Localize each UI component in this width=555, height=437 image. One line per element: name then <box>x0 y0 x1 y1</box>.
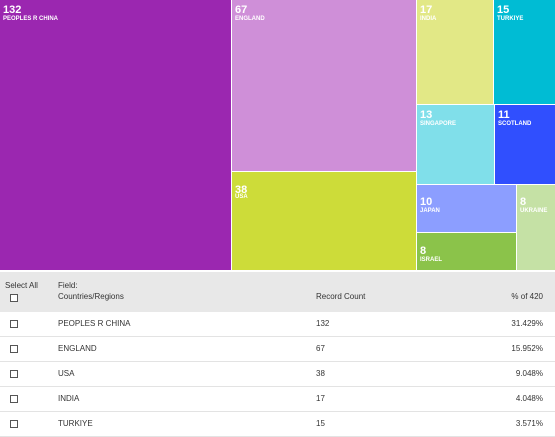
tile-label: SINGAPORE <box>420 121 457 127</box>
tile-label: JAPAN <box>420 208 440 214</box>
tile-ukraine[interactable]: 8 UKRAINE <box>517 185 555 270</box>
row-checkbox[interactable] <box>10 345 18 353</box>
tile-count: 13 <box>420 109 433 121</box>
row-checkbox[interactable] <box>10 395 18 403</box>
row-percent: 15.952% <box>511 344 543 353</box>
tile-label: TURKIYE <box>497 16 524 22</box>
tile-usa[interactable]: 38 USA <box>232 172 416 270</box>
tile-count: 67 <box>235 4 248 16</box>
row-checkbox[interactable] <box>10 420 18 428</box>
row-count: 38 <box>316 369 325 378</box>
tile-count: 11 <box>498 109 510 121</box>
tile-peoples-r-china[interactable]: 132 PEOPLES R CHINA <box>0 0 231 270</box>
tile-count: 8 <box>520 196 527 208</box>
row-percent: 31.429% <box>511 319 543 328</box>
tile-count: 17 <box>420 4 433 16</box>
field-label: Field: <box>58 281 78 290</box>
tile-count: 132 <box>3 4 22 16</box>
tile-count: 38 <box>235 184 248 196</box>
tile-scotland[interactable]: 11 SCOTLAND <box>495 105 555 184</box>
tile-england[interactable]: 67 ENGLAND <box>232 0 416 171</box>
table-row[interactable]: TURKIYE 15 3.571% <box>0 412 555 437</box>
select-all-checkbox[interactable] <box>10 294 18 302</box>
row-count: 17 <box>316 394 325 403</box>
tile-turkiye[interactable]: 15 TURKIYE <box>494 0 555 104</box>
row-checkbox[interactable] <box>10 370 18 378</box>
row-country: PEOPLES R CHINA <box>58 319 131 328</box>
tile-singapore[interactable]: 13 SINGAPORE <box>417 105 494 184</box>
table-row[interactable]: INDIA 17 4.048% <box>0 387 555 412</box>
tile-count: 15 <box>497 4 510 16</box>
table-row[interactable]: USA 38 9.048% <box>0 362 555 387</box>
row-percent: 9.048% <box>515 369 543 378</box>
tile-india[interactable]: 17 INDIA <box>417 0 493 104</box>
tile-japan[interactable]: 10 JAPAN <box>417 185 516 232</box>
tile-label: USA <box>235 194 248 200</box>
tile-label: ENGLAND <box>235 16 265 22</box>
tile-label: PEOPLES R CHINA <box>3 16 59 22</box>
row-country: INDIA <box>58 394 80 403</box>
tile-label: INDIA <box>420 16 437 22</box>
table-row[interactable]: ENGLAND 67 15.952% <box>0 337 555 362</box>
row-count: 15 <box>316 419 325 428</box>
tile-count: 8 <box>420 245 427 257</box>
row-country: ENGLAND <box>58 344 97 353</box>
row-count: 67 <box>316 344 325 353</box>
row-country: TURKIYE <box>58 419 93 428</box>
row-percent: 4.048% <box>515 394 543 403</box>
row-country: USA <box>58 369 75 378</box>
table-row[interactable]: PEOPLES R CHINA 132 31.429% <box>0 312 555 337</box>
tile-label: UKRAINE <box>520 208 548 214</box>
results-table: Select All Field: Countries/Regions Reco… <box>0 272 555 437</box>
row-count: 132 <box>316 319 330 328</box>
record-count-header: Record Count <box>316 292 366 301</box>
row-checkbox[interactable] <box>10 320 18 328</box>
table-header: Select All Field: Countries/Regions Reco… <box>0 272 555 312</box>
select-all-label: Select All <box>5 281 38 290</box>
percent-header: % of 420 <box>511 292 543 301</box>
treemap-chart: 132 PEOPLES R CHINA 67 ENGLAND 17 INDIA … <box>0 0 555 271</box>
tile-israel[interactable]: 8 ISRAEL <box>417 233 516 270</box>
row-percent: 3.571% <box>515 419 543 428</box>
tile-count: 10 <box>420 196 433 208</box>
field-value: Countries/Regions <box>58 292 124 301</box>
tile-label: SCOTLAND <box>498 121 532 127</box>
tile-label: ISRAEL <box>420 257 443 263</box>
